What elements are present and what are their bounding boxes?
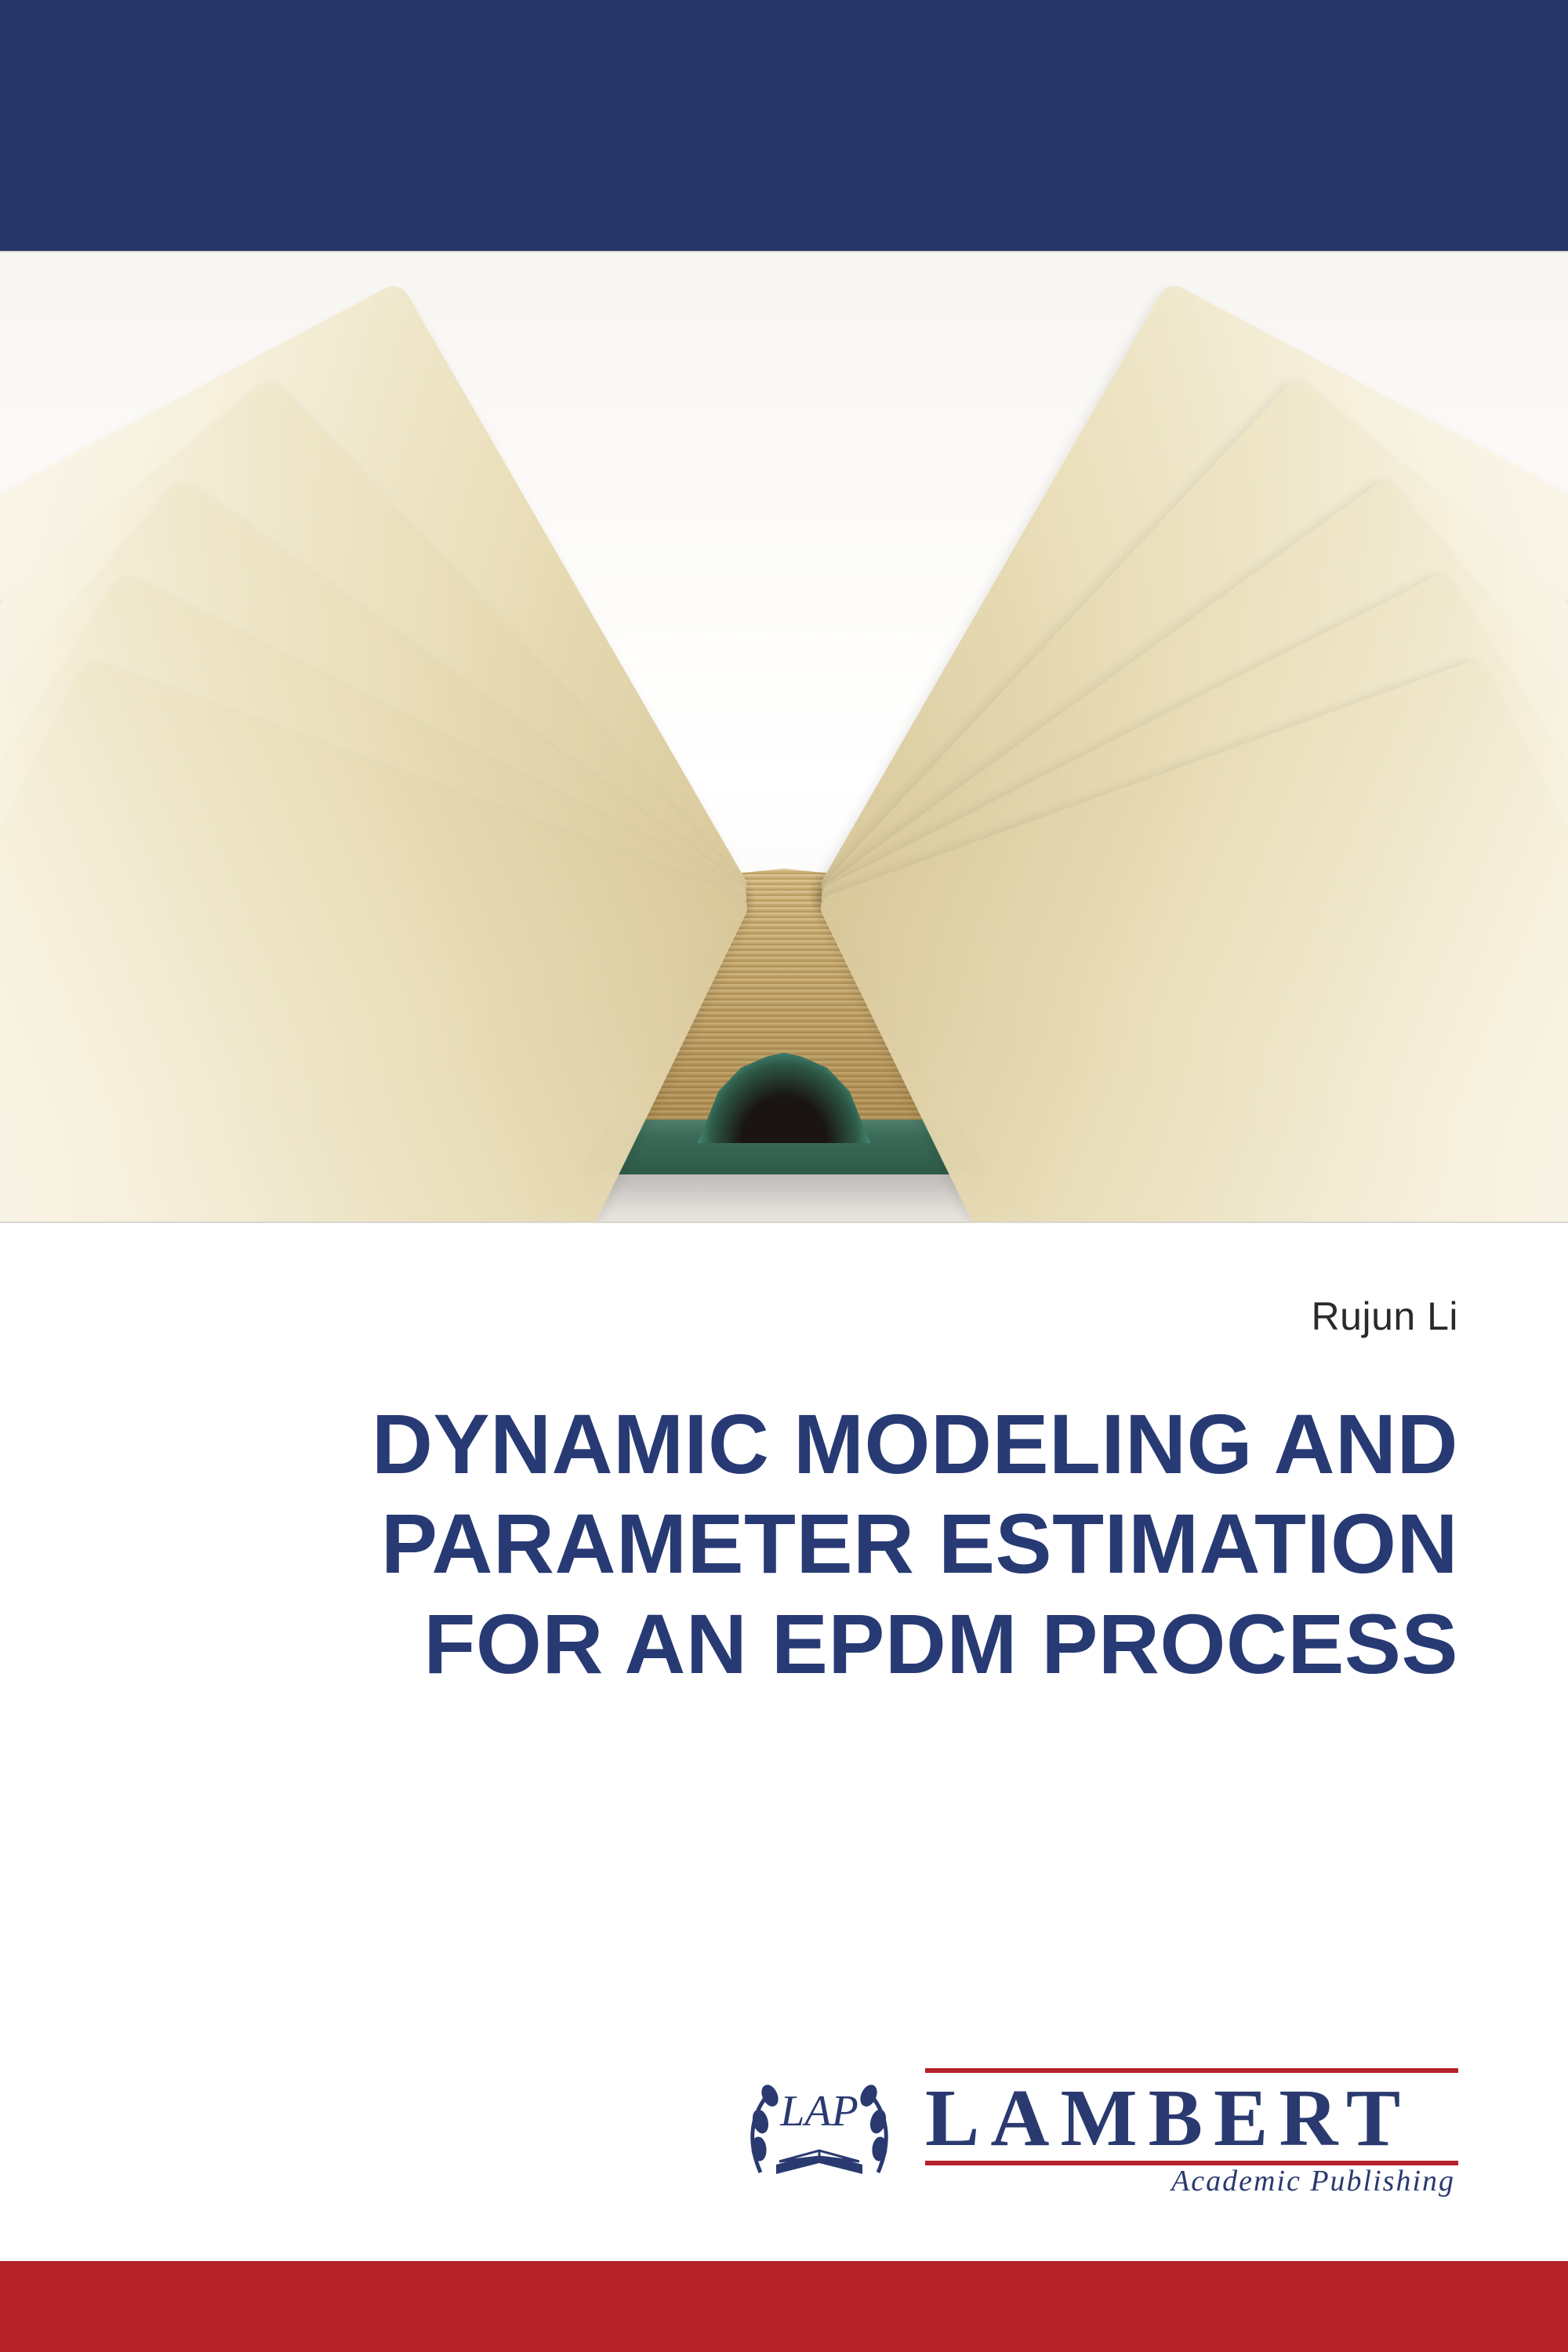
bottom-color-bar [0,2261,1568,2352]
author-name: Rujun Li [110,1294,1458,1339]
hero-book-photo [0,251,1568,1223]
title-line: PARAMETER ESTIMATION [110,1494,1458,1593]
open-book-illustration [0,469,1568,1174]
publisher-text: LAMBERT Academic Publishing [925,2068,1458,2198]
title-block: Rujun Li DYNAMIC MODELING AND PARAMETER … [0,1223,1568,2261]
title-line: DYNAMIC MODELING AND [110,1394,1458,1494]
book-title: DYNAMIC MODELING AND PARAMETER ESTIMATIO… [110,1394,1458,1693]
publisher-logo-icon: LAP [745,2078,894,2188]
publisher-name: LAMBERT [925,2078,1411,2159]
publisher-logo-text: LAP [779,2087,858,2136]
top-color-bar [0,0,1568,251]
title-line: FOR AN EPDM PROCESS [110,1594,1458,1693]
publisher-block: LAP LAMBERT Academic Publishing [745,2068,1458,2198]
publisher-subtitle: Academic Publishing [1171,2164,1455,2198]
